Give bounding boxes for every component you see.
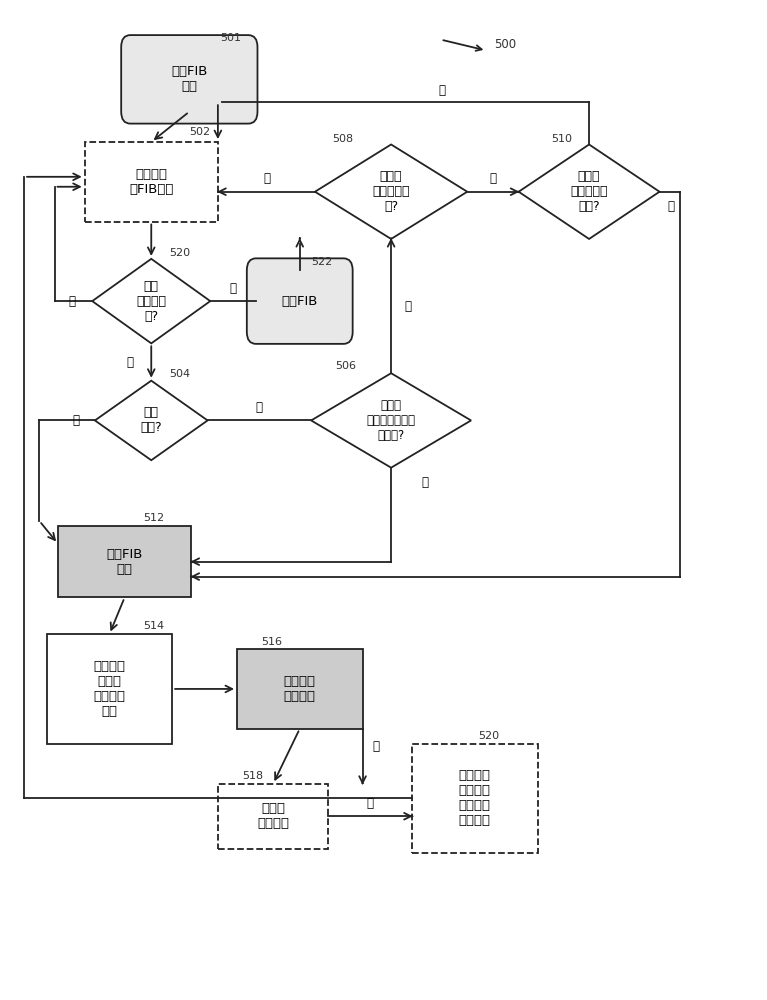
Text: 保持空闲
模式操作: 保持空闲 模式操作: [284, 675, 316, 703]
Text: 520: 520: [479, 731, 500, 741]
Text: 514: 514: [143, 621, 165, 631]
Text: 关闭FIB: 关闭FIB: [281, 295, 318, 308]
Text: 消隐了
比预选间隔更长
的时间?: 消隐了 比预选间隔更长 的时间?: [367, 399, 416, 442]
Polygon shape: [315, 144, 467, 239]
FancyBboxPatch shape: [247, 258, 353, 344]
Text: 502: 502: [189, 127, 210, 137]
Bar: [218, 784, 328, 849]
Text: 504: 504: [169, 369, 190, 379]
Text: 射束
消隐?: 射束 消隐?: [140, 406, 162, 434]
Text: 是: 是: [422, 476, 429, 489]
Text: 512: 512: [143, 513, 165, 523]
Text: 否: 否: [489, 172, 496, 185]
Text: 修改系统
参数以
进入空闲
模式: 修改系统 参数以 进入空闲 模式: [94, 660, 125, 718]
Text: 506: 506: [334, 361, 356, 371]
Text: 否: 否: [68, 295, 75, 308]
Text: 508: 508: [331, 134, 353, 144]
Text: 修改系统
参数以恢
复正常的
射束操作: 修改系统 参数以恢 复正常的 射束操作: [459, 769, 491, 827]
Bar: [84, 142, 218, 222]
Text: 检测到
唤醒信号: 检测到 唤醒信号: [257, 802, 289, 830]
Text: 否: 否: [404, 300, 411, 313]
Text: 510: 510: [551, 134, 572, 144]
Polygon shape: [311, 373, 471, 468]
Text: 是: 是: [438, 84, 445, 97]
Text: 否: 否: [127, 356, 133, 369]
Text: 否: 否: [73, 414, 80, 427]
FancyBboxPatch shape: [121, 35, 258, 124]
Text: 检测到
了操作员活
动?: 检测到 了操作员活 动?: [372, 170, 410, 213]
Text: 是: 是: [263, 172, 270, 185]
Bar: [47, 634, 173, 744]
Polygon shape: [518, 144, 660, 239]
Text: 接收
到停止命
令?: 接收 到停止命 令?: [137, 280, 166, 323]
Text: 是: 是: [256, 401, 263, 414]
Text: 518: 518: [242, 771, 263, 781]
Text: 否: 否: [667, 200, 674, 213]
Text: 是: 是: [229, 282, 236, 295]
Bar: [412, 744, 538, 853]
Bar: [58, 526, 191, 597]
Text: 确定FIB
空闲: 确定FIB 空闲: [107, 548, 143, 576]
Text: 开始FIB
操作: 开始FIB 操作: [171, 65, 208, 93]
Text: 500: 500: [494, 38, 516, 51]
Bar: [237, 649, 363, 729]
Text: 516: 516: [262, 637, 283, 647]
Text: 系统正
在运行自动
方案?: 系统正 在运行自动 方案?: [571, 170, 607, 213]
Text: 522: 522: [311, 257, 332, 267]
Text: 520: 520: [169, 248, 190, 258]
Text: 是: 是: [367, 797, 374, 810]
Polygon shape: [95, 381, 208, 460]
Text: 501: 501: [220, 33, 241, 43]
Polygon shape: [92, 259, 210, 343]
Text: 继续正常
的FIB操作: 继续正常 的FIB操作: [129, 168, 173, 196]
Text: 否: 否: [373, 740, 380, 753]
